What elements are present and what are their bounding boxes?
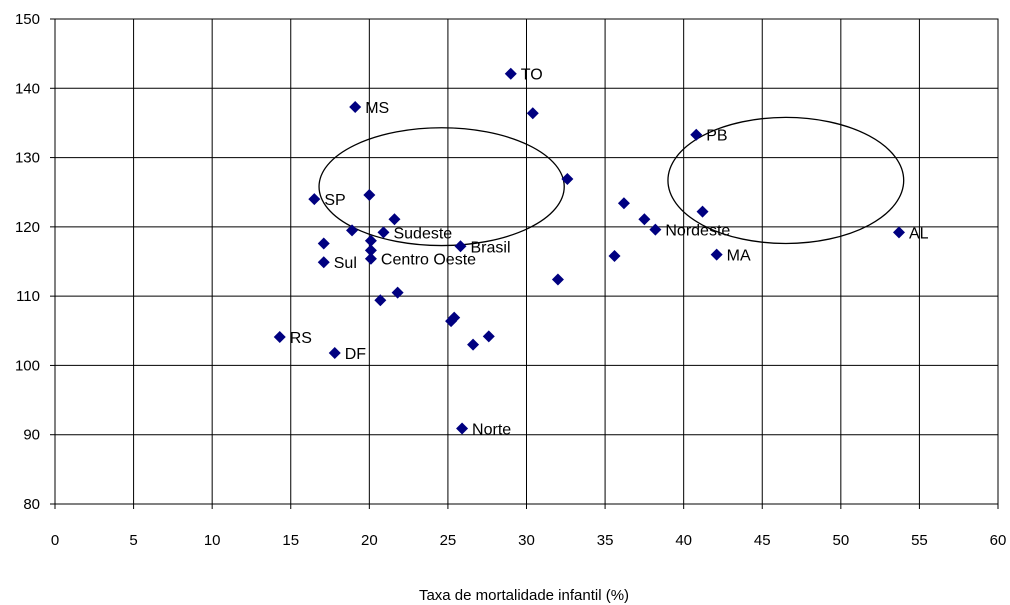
highlight-ellipse <box>667 116 905 245</box>
tick-labels: 0 5 10 15 20 25 30 35 40 45 50 55 60 80 90 100 110 120 130… <box>15 11 1006 549</box>
data-point <box>364 252 377 265</box>
y-tick-label: 150 <box>15 11 40 28</box>
highlight-ellipse <box>318 127 565 247</box>
y-tick-label: 110 <box>16 288 40 305</box>
data-point <box>504 67 517 80</box>
data-point <box>710 248 723 261</box>
data-point <box>308 193 321 206</box>
point-label: Sudeste <box>393 225 452 242</box>
point-label: MA <box>727 248 751 265</box>
y-tick-label: 130 <box>15 150 40 167</box>
data-point <box>456 422 469 435</box>
x-tick-label: 55 <box>911 532 928 549</box>
x-tick-label: 30 <box>518 532 535 549</box>
data-point <box>445 315 458 328</box>
gridlines <box>50 18 999 509</box>
x-tick-label: 10 <box>204 532 221 549</box>
y-tick-label: 80 <box>23 496 40 513</box>
point-label: Sul <box>334 255 357 272</box>
x-tick-label: 60 <box>990 532 1007 549</box>
y-tick-label: 120 <box>15 219 40 236</box>
data-point <box>364 234 377 247</box>
data-point <box>317 237 330 250</box>
point-label: Brasil <box>470 239 510 256</box>
data-point <box>377 226 390 239</box>
x-tick-label: 35 <box>597 532 614 549</box>
data-point <box>273 331 286 344</box>
data-point <box>363 188 376 201</box>
point-label: Centro Oeste <box>381 252 476 269</box>
data-point <box>482 330 495 343</box>
data-point <box>317 256 330 269</box>
data-point <box>551 273 564 286</box>
data-points <box>273 67 905 435</box>
point-label: Nordeste <box>665 223 730 240</box>
x-tick-label: 45 <box>754 532 771 549</box>
data-point <box>364 244 377 257</box>
point-label: DF <box>345 346 367 363</box>
data-point <box>608 249 621 262</box>
point-label: PB <box>706 128 727 145</box>
data-point <box>690 128 703 141</box>
point-label: RS <box>290 330 312 347</box>
x-tick-label: 15 <box>282 532 299 549</box>
data-point <box>638 213 651 226</box>
data-point <box>467 338 480 351</box>
point-label: TO <box>521 67 543 84</box>
data-point <box>328 346 341 359</box>
point-label: MS <box>365 100 389 117</box>
y-tick-label: 100 <box>15 357 40 374</box>
point-label: AL <box>909 225 929 242</box>
x-tick-label: 20 <box>361 532 378 549</box>
data-point <box>346 224 359 237</box>
data-point <box>649 223 662 236</box>
annotation-ellipses <box>318 116 905 247</box>
x-tick-label: 40 <box>675 532 692 549</box>
data-point <box>561 173 574 186</box>
y-tick-label: 90 <box>23 427 40 444</box>
data-point <box>526 107 539 120</box>
data-point <box>454 240 467 253</box>
x-axis-title: Taxa de mortalidade infantil (%) <box>419 587 629 604</box>
data-point <box>388 213 401 226</box>
data-point <box>391 286 404 299</box>
data-point <box>892 226 905 239</box>
x-tick-label: 25 <box>440 532 457 549</box>
data-point <box>617 197 630 210</box>
data-point <box>374 294 387 307</box>
x-tick-label: 0 <box>51 532 59 549</box>
data-point <box>349 100 362 113</box>
point-label: Norte <box>472 421 511 438</box>
data-point <box>696 205 709 218</box>
plot-frame <box>54 18 999 505</box>
x-tick-label: 50 <box>832 532 849 549</box>
point-label: SP <box>324 192 345 209</box>
point-labels: TO MS PB SP Nordeste Sudeste AL Brasil MA Centro … <box>290 67 929 439</box>
x-tick-label: 5 <box>129 532 137 549</box>
y-tick-label: 140 <box>15 80 40 97</box>
